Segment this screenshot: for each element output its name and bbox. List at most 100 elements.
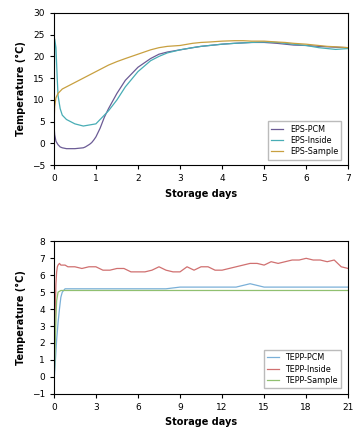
EPS-PCM xyxy=(92,137,96,143)
EPS-Inside xyxy=(334,47,338,52)
TEPP-PCM xyxy=(61,288,66,293)
EPS-PCM xyxy=(58,144,62,149)
TEPP-PCM xyxy=(52,379,56,384)
EPS-Sample xyxy=(148,47,153,52)
TEPP-Sample xyxy=(59,288,63,293)
EPS-Inside xyxy=(60,113,64,118)
EPS-PCM xyxy=(207,43,211,48)
TEPP-Sample xyxy=(52,366,57,371)
EPS-PCM xyxy=(241,40,245,45)
EPS-Sample xyxy=(262,39,266,44)
TEPP-PCM xyxy=(276,285,280,290)
EPS-PCM xyxy=(56,142,60,147)
EPS-Inside xyxy=(233,41,237,46)
EPS-Sample xyxy=(178,43,182,48)
Line: TEPP-Sample: TEPP-Sample xyxy=(54,291,348,380)
TEPP-PCM xyxy=(220,285,224,290)
EPS-PCM xyxy=(54,139,58,144)
EPS-Sample xyxy=(304,42,308,47)
EPS-PCM xyxy=(94,134,98,140)
TEPP-PCM xyxy=(136,286,140,291)
Line: EPS-Sample: EPS-Sample xyxy=(54,41,348,128)
TEPP-Sample xyxy=(66,288,70,293)
EPS-PCM xyxy=(325,44,329,49)
EPS-Sample xyxy=(52,126,56,131)
Y-axis label: Temperature (°C): Temperature (°C) xyxy=(16,42,26,137)
EPS-PCM xyxy=(115,91,119,96)
TEPP-Sample xyxy=(53,340,57,345)
EPS-Inside xyxy=(136,69,140,74)
EPS-Sample xyxy=(73,80,77,85)
EPS-Inside xyxy=(191,45,195,50)
TEPP-PCM xyxy=(178,285,182,290)
EPS-PCM xyxy=(317,44,321,49)
EPS-PCM xyxy=(283,42,287,47)
EPS-PCM xyxy=(165,50,169,55)
EPS-Inside xyxy=(304,43,308,48)
Legend: EPS-PCM, EPS-Inside, EPS-Sample: EPS-PCM, EPS-Inside, EPS-Sample xyxy=(268,122,341,160)
EPS-PCM xyxy=(123,78,127,83)
EPS-PCM xyxy=(157,52,161,57)
Line: EPS-Inside: EPS-Inside xyxy=(54,39,348,126)
EPS-Sample xyxy=(81,76,85,81)
TEPP-Sample xyxy=(304,288,308,293)
EPS-PCM xyxy=(60,145,64,150)
EPS-PCM xyxy=(88,142,92,147)
EPS-PCM xyxy=(220,42,224,47)
EPS-PCM xyxy=(69,146,73,151)
TEPP-PCM xyxy=(55,337,59,342)
TEPP-PCM xyxy=(53,361,57,366)
EPS-PCM xyxy=(292,42,296,48)
EPS-Inside xyxy=(292,42,296,47)
EPS-PCM xyxy=(64,146,69,151)
EPS-Inside xyxy=(207,43,211,48)
EPS-Inside xyxy=(54,45,58,50)
TEPP-Sample xyxy=(220,288,224,293)
TEPP-Inside xyxy=(192,268,196,273)
EPS-Inside xyxy=(58,106,62,111)
TEPP-PCM xyxy=(304,285,308,290)
EPS-Sample xyxy=(325,44,329,49)
EPS-Inside xyxy=(241,40,245,45)
EPS-Sample xyxy=(60,86,64,92)
TEPP-Sample xyxy=(56,290,60,295)
TEPP-PCM xyxy=(52,371,57,376)
X-axis label: Storage days: Storage days xyxy=(165,189,237,199)
EPS-Sample xyxy=(52,104,57,109)
EPS-Inside xyxy=(81,123,85,128)
X-axis label: Storage days: Storage days xyxy=(165,417,237,427)
EPS-Inside xyxy=(52,123,56,128)
Line: EPS-PCM: EPS-PCM xyxy=(54,42,348,149)
TEPP-Sample xyxy=(54,315,58,320)
TEPP-PCM xyxy=(150,286,154,291)
TEPP-Sample xyxy=(94,288,98,293)
EPS-Inside xyxy=(148,58,153,63)
EPS-Inside xyxy=(275,40,279,45)
TEPP-Inside xyxy=(304,256,308,261)
TEPP-PCM xyxy=(122,286,126,291)
TEPP-PCM xyxy=(248,281,252,286)
Line: TEPP-Inside: TEPP-Inside xyxy=(54,259,348,369)
EPS-PCM xyxy=(77,146,81,151)
EPS-Sample xyxy=(136,52,140,57)
EPS-PCM xyxy=(346,45,350,50)
EPS-PCM xyxy=(148,56,153,61)
TEPP-Inside xyxy=(52,366,56,371)
TEPP-PCM xyxy=(206,285,210,290)
EPS-Sample xyxy=(106,62,111,68)
TEPP-PCM xyxy=(57,306,62,312)
EPS-Sample xyxy=(283,40,287,45)
TEPP-Sample xyxy=(80,288,84,293)
EPS-PCM xyxy=(334,45,338,50)
EPS-Inside xyxy=(123,84,127,89)
EPS-PCM xyxy=(233,41,237,46)
EPS-Inside xyxy=(56,93,60,98)
EPS-Sample xyxy=(346,45,350,50)
EPS-Sample xyxy=(317,43,321,48)
EPS-Sample xyxy=(250,39,254,44)
EPS-Inside xyxy=(283,41,287,46)
TEPP-Inside xyxy=(60,262,64,268)
TEPP-Sample xyxy=(178,288,182,293)
TEPP-PCM xyxy=(60,290,64,295)
TEPP-PCM xyxy=(59,295,63,300)
